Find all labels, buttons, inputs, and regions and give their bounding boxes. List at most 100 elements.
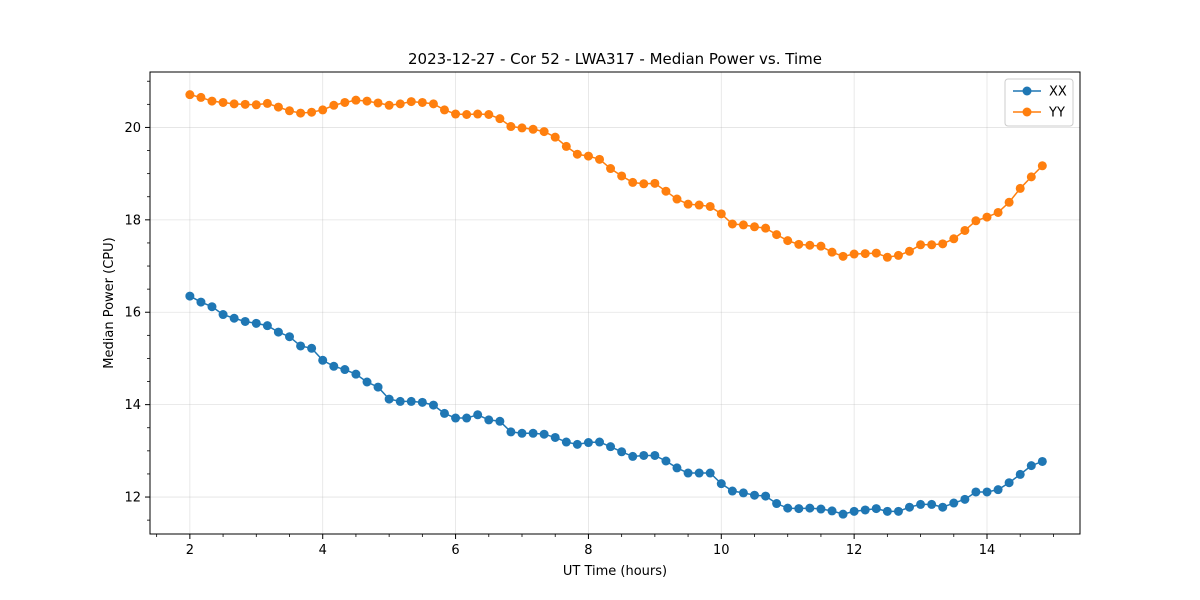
data-point-yy [273, 102, 283, 112]
data-point-xx [639, 450, 649, 460]
data-point-yy [307, 107, 317, 117]
data-point-yy [517, 123, 527, 133]
x-tick-label: 10 [713, 543, 730, 558]
y-axis-label: Median Power (CPU) [102, 237, 117, 368]
legend: XX YY [1004, 78, 1074, 127]
data-point-xx [207, 302, 217, 312]
data-point-yy [683, 199, 693, 209]
data-point-yy [451, 109, 461, 119]
data-point-xx [307, 343, 317, 353]
data-point-xx [971, 487, 981, 497]
data-point-yy [218, 97, 228, 107]
data-point-xx [1015, 469, 1025, 479]
data-point-xx [761, 491, 771, 501]
data-point-xx [716, 479, 726, 489]
data-point-yy [539, 127, 549, 137]
data-point-yy [428, 99, 438, 109]
data-point-xx [860, 505, 870, 515]
data-point-yy [738, 220, 748, 230]
data-point-xx [296, 341, 306, 351]
data-point-xx [982, 487, 992, 497]
data-point-yy [550, 132, 560, 142]
data-point-xx [539, 429, 549, 439]
data-point-xx [428, 400, 438, 410]
data-point-xx [517, 428, 527, 438]
data-point-xx [1004, 478, 1014, 488]
data-point-yy [384, 100, 394, 110]
data-point-yy [1026, 172, 1036, 182]
data-point-xx [251, 318, 261, 328]
x-tick-label: 6 [451, 543, 459, 558]
data-point-yy [694, 200, 704, 210]
data-point-xx [528, 428, 538, 438]
data-point-yy [927, 240, 937, 250]
data-point-yy [351, 95, 361, 105]
data-point-xx [672, 463, 682, 473]
data-point-yy [340, 97, 350, 107]
data-point-xx [351, 369, 361, 379]
data-point-yy [816, 241, 826, 251]
data-point-xx [993, 485, 1003, 495]
data-point-yy [229, 99, 239, 109]
data-point-yy [373, 98, 383, 108]
data-point-xx [285, 332, 294, 342]
data-point-yy [727, 219, 737, 229]
data-point-yy [827, 247, 837, 257]
x-tick-label: 4 [319, 543, 327, 558]
data-point-yy [916, 240, 926, 250]
data-point-xx [595, 437, 605, 447]
data-point-yy [1004, 197, 1014, 207]
data-point-xx [1026, 461, 1036, 471]
data-point-xx [329, 361, 339, 371]
data-point-yy [860, 249, 870, 259]
data-point-xx [904, 502, 914, 512]
data-point-xx [417, 397, 427, 407]
data-point-yy [750, 222, 759, 232]
data-point-xx [893, 506, 903, 516]
chart-title: 2023-12-27 - Cor 52 - LWA317 - Median Po… [408, 50, 822, 68]
data-point-yy [318, 105, 328, 115]
x-tick-label: 2 [186, 543, 194, 558]
data-point-xx [462, 413, 472, 423]
data-point-xx [506, 427, 516, 437]
data-point-yy [362, 96, 372, 106]
data-point-xx [628, 451, 638, 461]
data-point-yy [871, 248, 881, 258]
data-point-yy [971, 216, 981, 226]
x-tick-label: 8 [584, 543, 592, 558]
data-point-yy [439, 105, 449, 115]
data-point-yy [960, 225, 970, 235]
data-point-yy [628, 177, 638, 187]
data-point-xx [373, 382, 383, 392]
data-point-xx [816, 504, 826, 514]
data-point-xx [882, 506, 892, 516]
data-point-xx [550, 432, 560, 442]
data-point-xx [240, 316, 250, 326]
data-point-xx [849, 506, 859, 516]
data-point-xx [938, 502, 948, 512]
data-point-yy [1015, 183, 1025, 193]
data-point-xx [340, 365, 350, 375]
data-point-yy [528, 124, 538, 134]
data-point-yy [495, 114, 505, 124]
data-point-xx [661, 456, 671, 466]
data-point-xx [871, 504, 881, 514]
data-point-xx [617, 447, 627, 457]
data-point-xx [451, 413, 461, 423]
data-point-xx [561, 437, 571, 447]
data-point-xx [572, 439, 582, 449]
data-point-yy [595, 154, 605, 164]
y-tick-label: 18 [124, 213, 141, 228]
data-point-xx [318, 355, 328, 365]
data-point-xx [827, 506, 837, 516]
data-point-xx [738, 488, 748, 498]
data-point-xx [606, 442, 616, 452]
data-point-yy [262, 98, 272, 108]
data-point-yy [882, 252, 892, 262]
data-point-yy [794, 239, 804, 249]
x-tick-label: 12 [846, 543, 863, 558]
data-point-yy [716, 209, 726, 219]
data-point-xx [772, 499, 782, 509]
data-point-xx [1037, 456, 1047, 466]
